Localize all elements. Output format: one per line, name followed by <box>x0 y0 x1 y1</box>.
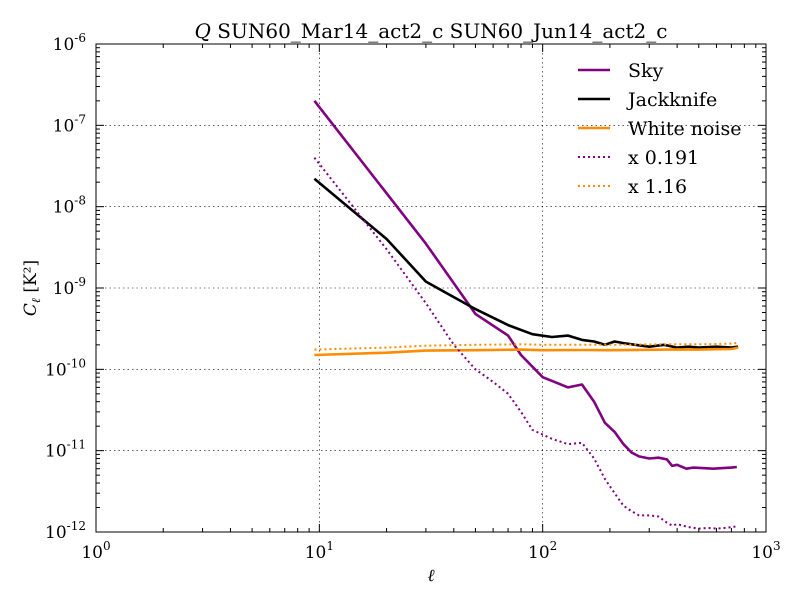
series-line-x-0-191 <box>313 157 739 530</box>
series-line-sky <box>313 100 737 471</box>
y-tick-label: 10-6 <box>53 31 86 55</box>
series-line-jackknife <box>313 177 739 349</box>
chart-title-symbol: Q <box>195 19 211 43</box>
chart-title-text: SUN60_Mar14_act2_c SUN60_Jun14_act2_c <box>217 19 667 43</box>
y-axis-title-unit: [K²] <box>21 260 41 293</box>
y-tick-label: 10-10 <box>45 356 86 380</box>
x-tick-label: 102 <box>528 539 557 563</box>
y-axis-title-main: C <box>21 303 41 316</box>
y-axis-title: Cℓ [K²] <box>21 260 43 316</box>
ticks-layer: 100 101 102 103 10-12 10-11 10-10 10-9 10-8 10-7 1… <box>45 31 781 563</box>
y-tick-label: 10-7 <box>53 112 86 136</box>
y-axis-title-sub: ℓ <box>29 298 43 303</box>
plot-frame <box>95 43 767 533</box>
series-line-x-1-16 <box>314 341 739 351</box>
legend-label-x-0-191: x 0.191 <box>628 147 699 169</box>
grid-layer <box>96 44 766 532</box>
legend: Sky Jackknife White noise x 0.191 x 1.16 <box>578 60 742 198</box>
x-tick-label: 103 <box>751 539 780 563</box>
legend-label-x-1-16: x 1.16 <box>628 176 687 198</box>
series-layer <box>313 100 739 530</box>
x-tick-label: 100 <box>81 539 110 563</box>
series-line-white-noise <box>314 346 739 357</box>
legend-label-white-noise: White noise <box>628 118 742 140</box>
x-axis-title: ℓ <box>427 566 434 586</box>
legend-label-sky: Sky <box>628 60 664 82</box>
legend-label-jackknife: Jackknife <box>626 89 717 111</box>
x-tick-label: 101 <box>305 539 334 563</box>
chart-title: Q SUN60_Mar14_act2_c SUN60_Jun14_act2_c <box>195 19 668 43</box>
y-tick-label: 10-8 <box>53 194 86 218</box>
y-tick-label: 10-12 <box>45 519 86 543</box>
y-tick-label: 10-11 <box>45 438 86 462</box>
y-tick-label: 10-9 <box>53 275 86 299</box>
